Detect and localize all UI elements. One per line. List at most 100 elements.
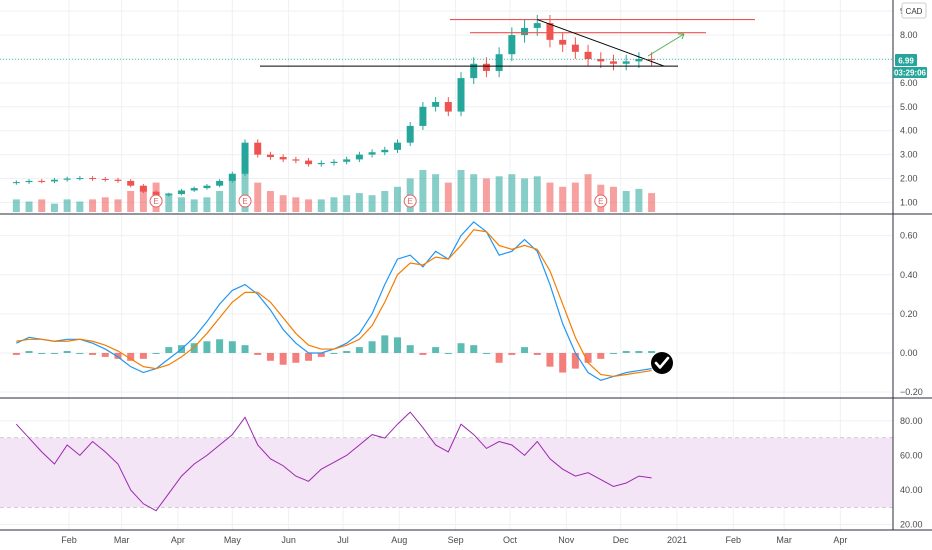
macd-histogram-bar (50, 352, 58, 354)
macd-histogram-bar (152, 352, 160, 354)
candle-body (63, 178, 71, 180)
candle-body (343, 159, 351, 162)
earnings-label: E (408, 197, 413, 206)
earnings-marker (149, 194, 163, 208)
candle-body (279, 157, 287, 160)
candle-body (139, 185, 147, 192)
macd-histogram-bar (241, 345, 249, 353)
candle-body (190, 188, 198, 191)
y-tick-label: 1.00 (900, 197, 918, 207)
candle-body (571, 44, 579, 52)
candle-body (482, 63, 490, 71)
month-tick-label: Nov (558, 535, 575, 545)
candle-body (368, 152, 376, 155)
month-tick-label: Apr (833, 535, 847, 545)
volume-bar (482, 178, 490, 212)
earnings-label: E (153, 197, 158, 206)
volume-bar (355, 193, 363, 212)
month-tick-label: Apr (171, 535, 185, 545)
candle-body (76, 178, 84, 180)
candle-body (508, 35, 516, 55)
volume-bar (190, 199, 198, 212)
volume-bar (343, 195, 351, 212)
macd-histogram-bar (114, 352, 122, 359)
candle-body (495, 54, 503, 71)
candle-body (622, 61, 630, 64)
macd-histogram-bar (127, 352, 135, 361)
macd-histogram-bar (305, 352, 313, 361)
volume-bar (101, 197, 109, 212)
volume-bar (622, 191, 630, 212)
macd-histogram-bar (25, 351, 33, 353)
volume-bar (139, 186, 147, 212)
earnings-marker (403, 194, 417, 208)
volume-bar (12, 199, 20, 212)
target-arrow (647, 33, 685, 57)
volume-bar (114, 199, 122, 212)
candle-body (546, 23, 554, 40)
volume-bar (127, 191, 135, 212)
volume-bar (89, 199, 97, 212)
candle-body (25, 180, 33, 183)
y-tick-label: 0.00 (900, 348, 918, 358)
macd-histogram-bar (343, 351, 351, 353)
macd-histogram-bar (584, 352, 592, 363)
volume-bar (546, 182, 554, 212)
volume-bar (228, 178, 236, 212)
price-candles (12, 14, 656, 197)
macd-histogram-bar (38, 352, 46, 354)
y-tick-label: −0.20 (900, 387, 923, 397)
volume-bar (76, 201, 84, 212)
month-tick-label: Sep (448, 535, 464, 545)
y-tick-label: 4.00 (900, 126, 918, 136)
earnings-label: E (598, 197, 603, 206)
macd-histogram-bar (190, 343, 198, 353)
volume-bar (178, 197, 185, 212)
y-tick-label: 8.00 (900, 30, 918, 40)
rsi-indicator (15, 411, 652, 512)
volume-bar (317, 199, 325, 212)
volume-bar (635, 188, 643, 212)
y-tick-label: 6.00 (900, 78, 918, 88)
candle-body (393, 142, 401, 150)
y-tick-label: 5.00 (900, 102, 918, 112)
candle-body (89, 178, 97, 180)
candle-body (635, 58, 643, 62)
volume-bar (63, 199, 71, 212)
macd-histogram-bar (597, 352, 605, 359)
macd-histogram-bar (635, 351, 643, 353)
check-circle-icon (651, 352, 673, 374)
volume-bar (495, 176, 503, 212)
volume-bar (241, 170, 249, 212)
volume-bar (165, 193, 173, 212)
macd-histogram-bar (495, 352, 503, 363)
volume-bar (559, 186, 567, 212)
volume-bar (521, 178, 529, 212)
macd-histogram-bar (355, 347, 363, 353)
candle-body (381, 149, 389, 153)
candle-body (432, 102, 440, 107)
y-tick-label: 0.60 (900, 231, 918, 241)
y-tick-label: 0.40 (900, 270, 918, 280)
volume-bar (25, 201, 33, 212)
macd-histogram-bar (76, 352, 84, 354)
volume-bar (533, 176, 541, 212)
volume-bar (432, 174, 440, 212)
candle-body (457, 78, 465, 112)
macd-histogram-bar (292, 352, 300, 363)
macd-histogram-bar (254, 352, 262, 355)
currency-label[interactable]: CAD (901, 2, 927, 19)
candle-body (521, 27, 529, 36)
candle-body (609, 61, 617, 64)
month-tick-label: Feb (61, 535, 77, 545)
volume-bar (648, 193, 656, 212)
macd-histogram-bar (419, 352, 427, 355)
candle-body (597, 58, 605, 62)
candle-body (317, 162, 325, 165)
macd-line (16, 221, 652, 382)
currency-text: CAD (906, 7, 923, 16)
candle-body (292, 159, 300, 161)
candle-body (178, 190, 185, 195)
